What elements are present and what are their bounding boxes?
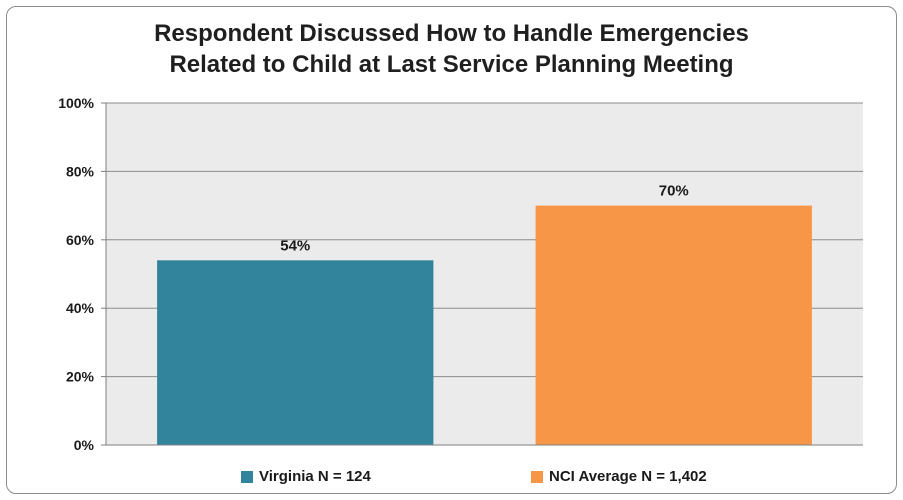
y-tick-label: 20%	[66, 369, 95, 385]
chart-title-line-2: Related to Child at Last Service Plannin…	[169, 51, 734, 78]
chart-title-line-1: Respondent Discussed How to Handle Emerg…	[154, 20, 749, 47]
data-label-nci-average: 70%	[659, 183, 689, 200]
chart-title: Respondent Discussed How to Handle Emerg…	[0, 18, 903, 80]
y-tick-label: 60%	[66, 232, 95, 248]
legend-swatch-virginia	[241, 470, 253, 483]
legend-item-virginia: Virginia N = 124	[241, 468, 371, 485]
legend-item-nci-average: NCI Average N = 1,402	[531, 468, 707, 485]
legend: Virginia N = 124 NCI Average N = 1,402	[0, 468, 903, 490]
y-tick-label: 40%	[66, 300, 95, 316]
data-label-virginia: 54%	[280, 237, 310, 254]
bars	[157, 205, 812, 445]
legend-label-virginia: Virginia N = 124	[259, 468, 371, 485]
legend-swatch-nci-average	[531, 470, 543, 483]
y-tick-label: 80%	[66, 163, 95, 179]
y-tick-label: 100%	[58, 95, 94, 111]
legend-label-nci-average: NCI Average N = 1,402	[549, 468, 707, 485]
bar-nci-average	[535, 205, 812, 445]
y-tick-label: 0%	[74, 437, 95, 453]
bar-virginia	[157, 260, 434, 445]
data-labels: 54% 70%	[280, 183, 689, 255]
y-axis-ticks: 0% 20% 40% 60% 80% 100%	[58, 95, 106, 453]
